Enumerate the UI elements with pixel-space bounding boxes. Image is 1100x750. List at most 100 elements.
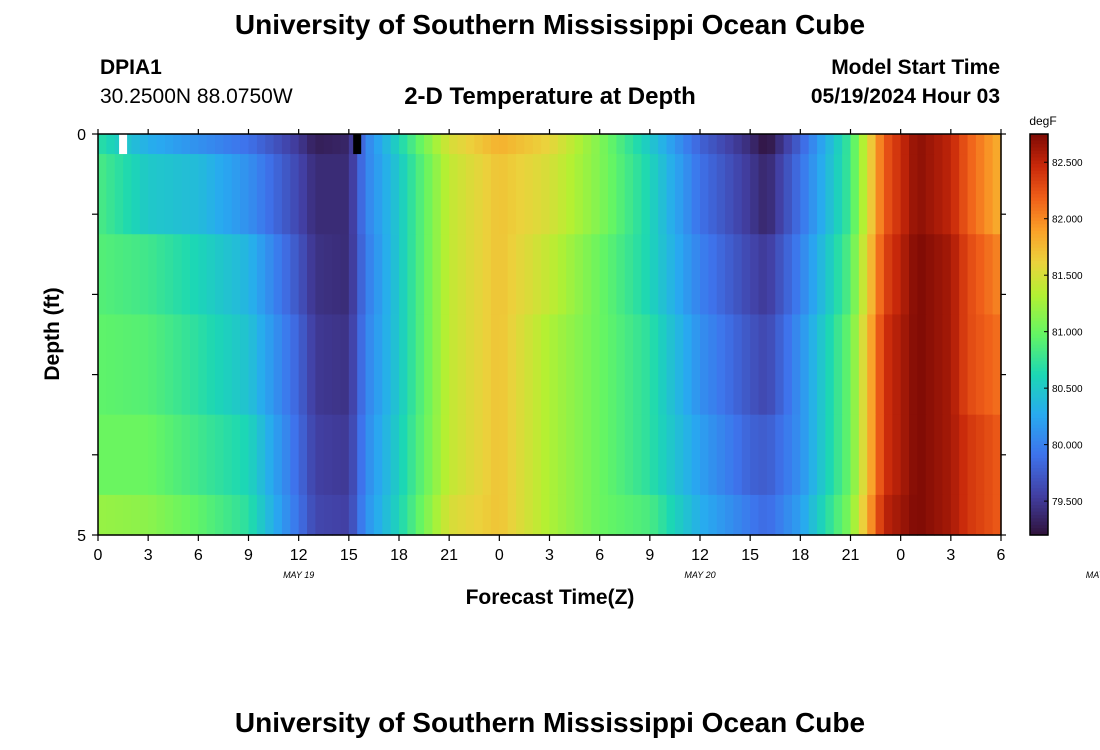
heatmap-cell: [507, 234, 517, 316]
heatmap-cell: [139, 134, 149, 155]
heatmap-cell: [123, 494, 133, 536]
colorbar-segment: [1030, 434, 1048, 439]
heatmap-cell: [917, 414, 927, 496]
heatmap-cell: [808, 494, 818, 536]
heatmap-cell: [348, 314, 358, 416]
heatmap-cell: [950, 494, 960, 536]
heatmap-cell: [883, 314, 893, 416]
heatmap-cell: [875, 234, 885, 316]
heatmap-cell: [808, 154, 818, 235]
colorbar-segment: [1030, 391, 1048, 396]
heatmap-cell: [825, 494, 835, 536]
heatmap-cell: [215, 314, 225, 416]
heatmap-cell: [850, 154, 860, 235]
station-id: DPIA1: [100, 56, 162, 79]
x-date-label: MAY 19: [283, 570, 314, 580]
heatmap-cell: [524, 154, 534, 235]
heatmap-cell: [407, 414, 417, 496]
heatmap-cell: [273, 234, 283, 316]
heatmap-cell: [766, 414, 776, 496]
heatmap-cell: [198, 234, 208, 316]
plot-title: 2-D Temperature at Depth: [404, 83, 696, 110]
heatmap-cell: [198, 154, 208, 235]
heatmap-cell: [616, 494, 626, 536]
heatmap-cell: [683, 414, 693, 496]
heatmap-cell: [248, 494, 258, 536]
heatmap-cell: [390, 314, 400, 416]
colorbar-segment: [1030, 197, 1048, 202]
heatmap-cell: [499, 494, 509, 536]
heatmap-cell: [474, 134, 484, 155]
heatmap-cell: [700, 134, 709, 155]
heatmap-cell: [449, 134, 459, 155]
heatmap-cell: [457, 494, 467, 536]
heatmap-cell: [750, 314, 760, 416]
heatmap-cell: [616, 314, 626, 416]
heatmap-cell: [934, 154, 944, 235]
heatmap-cell: [189, 154, 199, 235]
heatmap-cell: [892, 494, 902, 536]
heatmap-cell: [917, 134, 927, 155]
heatmap-cell: [240, 134, 250, 155]
heatmap-cell: [959, 414, 969, 496]
colorbar-segment: [1030, 194, 1048, 199]
heatmap-cell: [474, 154, 484, 235]
heatmap-cell: [984, 314, 994, 416]
heatmap-cell: [783, 314, 793, 416]
heatmap-cell: [248, 154, 258, 235]
heatmap-cell: [290, 234, 300, 316]
heatmap-cell: [281, 494, 291, 536]
heatmap-cell: [557, 134, 567, 155]
heatmap-cell: [725, 134, 735, 155]
heatmap-cell: [524, 314, 534, 416]
heatmap-cell: [766, 234, 776, 316]
heatmap-cell: [750, 154, 760, 235]
heatmap-cell: [323, 414, 333, 496]
heatmap-cell: [357, 134, 367, 155]
heatmap-cell: [357, 234, 367, 316]
heatmap-cell: [123, 154, 133, 235]
heatmap-cell: [608, 314, 617, 416]
heatmap-cell: [658, 414, 668, 496]
heatmap-cell: [298, 314, 308, 416]
heatmap-cell: [683, 134, 693, 155]
heatmap-cell: [683, 494, 693, 536]
x-tick-label: 6: [194, 547, 203, 564]
heatmap-cell: [490, 154, 500, 235]
heatmap-cell: [340, 314, 350, 416]
colorbar-segment: [1030, 454, 1048, 459]
heatmap-cell: [131, 494, 141, 536]
colorbar-segment: [1030, 448, 1048, 453]
heatmap-cell: [633, 154, 643, 235]
heatmap-cell: [482, 314, 492, 416]
colorbar-segment: [1030, 528, 1048, 533]
heatmap-cell: [189, 234, 199, 316]
heatmap-cell: [432, 234, 442, 316]
colorbar-segment: [1030, 488, 1048, 493]
heatmap-cell: [708, 494, 718, 536]
heatmap-cell: [825, 234, 835, 316]
heatmap-cell: [633, 494, 643, 536]
heatmap-cell: [666, 494, 676, 536]
heatmap-cell: [758, 154, 768, 235]
heatmap-cell: [474, 314, 484, 416]
heatmap-cell: [164, 134, 174, 155]
colorbar-segment: [1030, 468, 1048, 473]
colorbar-segment: [1030, 200, 1048, 205]
heatmap-cell: [666, 154, 676, 235]
heatmap-cell: [557, 154, 567, 235]
colorbar-segment: [1030, 154, 1048, 158]
heatmap-cell: [382, 134, 392, 155]
heatmap-cell: [231, 494, 241, 536]
heatmap-cell: [975, 314, 985, 416]
colorbar-segment: [1030, 367, 1048, 372]
heatmap-cell: [215, 414, 225, 496]
heatmap-cell: [900, 314, 910, 416]
heatmap-cell: [766, 494, 776, 536]
colorbar-segment: [1030, 524, 1048, 529]
heatmap-cell: [750, 134, 760, 155]
heatmap-cell: [231, 234, 241, 316]
colorbar-segment: [1030, 501, 1048, 506]
colorbar-segment: [1030, 474, 1048, 479]
heatmap-cell: [281, 414, 291, 496]
